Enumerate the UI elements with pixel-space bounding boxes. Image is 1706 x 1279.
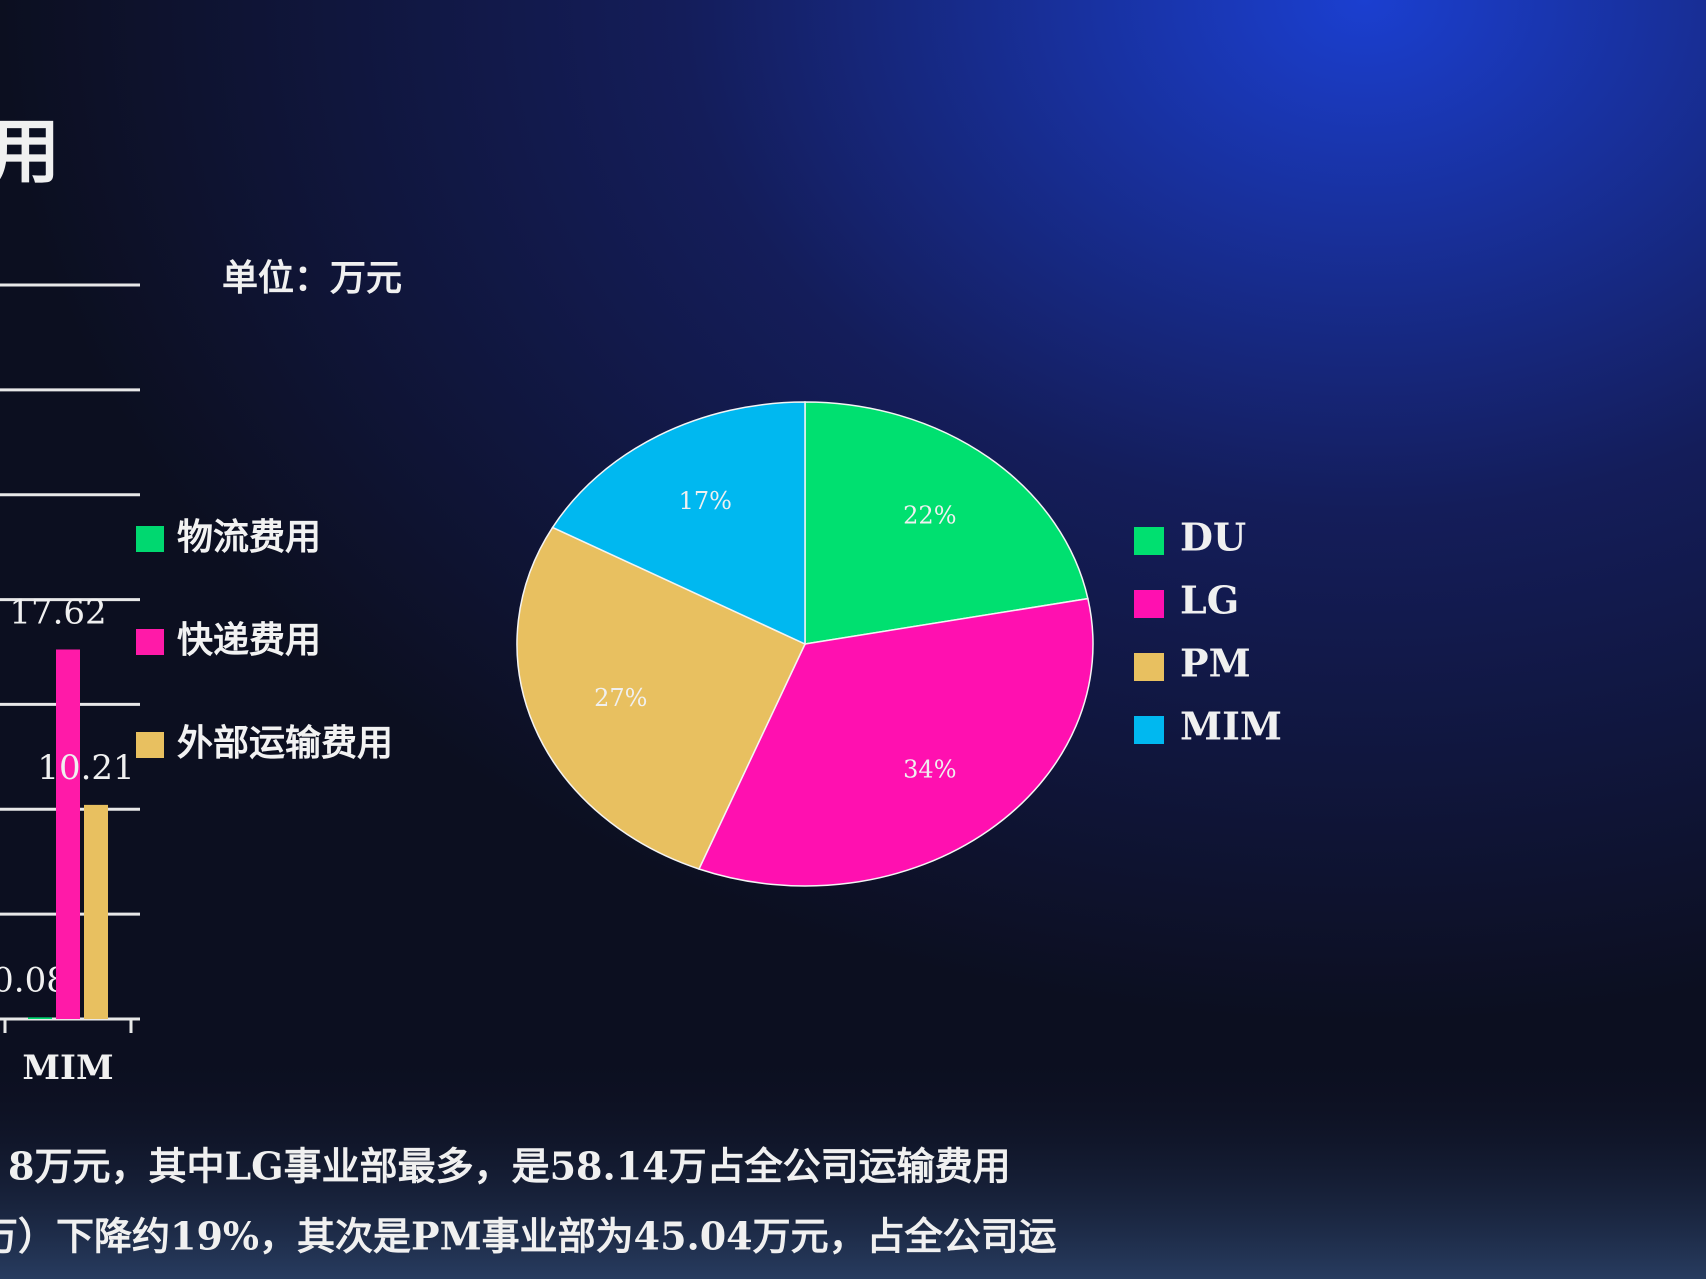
data-label: 10.21 (37, 748, 134, 788)
data-label: 22% (903, 502, 956, 530)
bar (84, 804, 108, 1019)
bar (28, 1017, 52, 1019)
title-fragment: 用 (0, 110, 60, 193)
pie-slice (804, 401, 1089, 645)
legend-swatch (136, 629, 164, 655)
unit-label: 单位：万元 (222, 257, 402, 299)
bar (56, 649, 80, 1019)
legend-label: DU (1180, 515, 1246, 560)
data-label: 17% (679, 487, 732, 515)
legend-swatch (1134, 716, 1164, 744)
caption-line: 8万元，其中LG事业部最多，是58.14万占全公司运输费用 (8, 1144, 1011, 1189)
data-label: 34% (903, 755, 956, 783)
legend-swatch (1134, 653, 1164, 681)
legend-label: MIM (1180, 704, 1282, 749)
caption-line: 万）下降约19%，其次是PM事业部为45.04万元，占全公司运 (0, 1214, 1057, 1259)
legend-label: 外部运输费用 (177, 722, 394, 764)
data-label: 27% (594, 684, 647, 712)
legend-label: PM (1180, 641, 1251, 686)
legend-swatch (136, 732, 164, 758)
pie-slice (551, 401, 806, 646)
pie-slice (516, 526, 807, 870)
x-tick-label: MIM (22, 1048, 113, 1088)
legend-label: 快递费用 (177, 619, 322, 661)
pie-slice (697, 597, 1094, 887)
legend-label: LG (1180, 578, 1239, 623)
data-label: 17.62 (9, 592, 106, 632)
legend-swatch (136, 526, 164, 552)
legend-label: 物流费用 (177, 516, 322, 558)
legend-swatch (1134, 590, 1164, 618)
stage-light (0, 1050, 1706, 1279)
legend-swatch (1134, 527, 1164, 555)
